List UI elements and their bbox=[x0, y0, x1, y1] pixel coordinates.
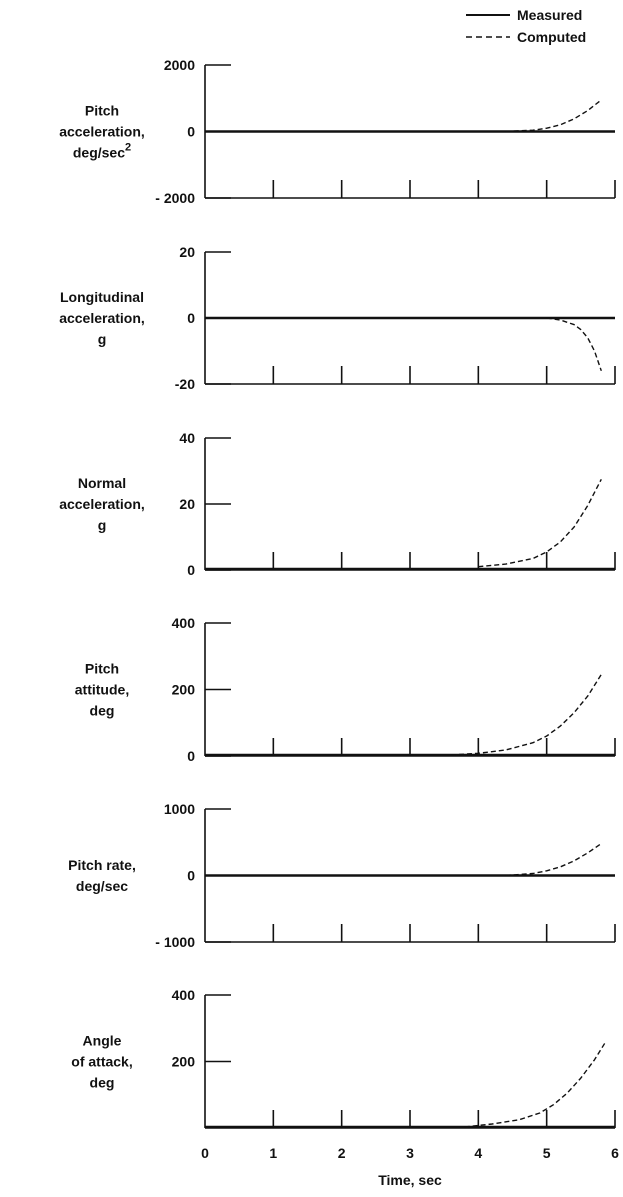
series-computed bbox=[505, 99, 602, 133]
y-axis-label-line: g bbox=[98, 517, 107, 533]
y-axis-label-line: Normal bbox=[78, 475, 126, 491]
y-axis-label-line: Pitch bbox=[85, 661, 119, 677]
panel-3: 40 20 0 Normal acceleration, g bbox=[59, 430, 616, 578]
x-axis-label: Time, sec bbox=[378, 1172, 442, 1188]
panel-5: 1000 0 - 1000 Pitch rate, deg/sec bbox=[68, 801, 616, 950]
y-tick-label: 200 bbox=[172, 682, 196, 698]
y-axis-label-line: acceleration, bbox=[59, 496, 145, 512]
y-axis-label-line: Pitch bbox=[85, 103, 119, 119]
x-axis: 0 1 2 3 4 5 6 Time, sec bbox=[201, 1145, 619, 1188]
panel-4: 400 200 0 Pitch attitude, deg bbox=[75, 615, 616, 764]
series-computed bbox=[546, 317, 602, 372]
series-computed bbox=[450, 674, 602, 756]
y-axis-label-line: deg/sec bbox=[76, 878, 128, 894]
y-axis-label-line: Longitudinal bbox=[60, 289, 144, 305]
x-tick-label: 2 bbox=[338, 1145, 346, 1161]
y-tick-label: -20 bbox=[175, 376, 195, 392]
y-tick-label: 200 bbox=[172, 1054, 196, 1070]
x-tick-label: 6 bbox=[611, 1145, 619, 1161]
y-tick-label: 40 bbox=[179, 430, 195, 446]
series-computed bbox=[505, 843, 602, 877]
y-axis-label-line: Pitch rate, bbox=[68, 857, 136, 873]
y-axis-label-superscript: 2 bbox=[125, 142, 131, 154]
series-computed bbox=[464, 1042, 606, 1128]
y-axis-label-line: deg bbox=[90, 703, 115, 719]
y-tick-label: 400 bbox=[172, 987, 196, 1003]
y-tick-label: 0 bbox=[187, 868, 195, 884]
y-axis-label-line: acceleration, bbox=[59, 310, 145, 326]
y-tick-label: 0 bbox=[187, 124, 195, 140]
legend-measured-label: Measured bbox=[517, 7, 582, 23]
y-tick-label: 2000 bbox=[164, 57, 195, 73]
y-axis-label-line: g bbox=[98, 331, 107, 347]
y-axis-label-line: Angle bbox=[83, 1033, 122, 1049]
y-tick-label: 20 bbox=[179, 496, 195, 512]
panel-1: 2000 0 - 2000 Pitch acceleration, deg/sec2 bbox=[59, 57, 616, 206]
y-tick-label: 0 bbox=[187, 562, 195, 578]
y-axis-label-line: of attack, bbox=[71, 1054, 132, 1070]
y-axis-label-line: attitude, bbox=[75, 682, 129, 698]
series-computed bbox=[478, 478, 602, 568]
legend-computed-label: Computed bbox=[517, 29, 586, 45]
panel-6: 400 200 Angle of attack, deg bbox=[71, 987, 616, 1129]
y-tick-label: - 1000 bbox=[155, 934, 195, 950]
x-tick-label: 3 bbox=[406, 1145, 414, 1161]
y-axis-label-line: acceleration, bbox=[59, 124, 145, 140]
y-tick-label: 400 bbox=[172, 615, 196, 631]
x-tick-label: 1 bbox=[269, 1145, 277, 1161]
y-tick-label: 20 bbox=[179, 244, 195, 260]
y-tick-label: - 2000 bbox=[155, 190, 195, 206]
legend: Measured Computed bbox=[466, 7, 586, 45]
y-axis-label-line: deg/sec2 bbox=[73, 142, 131, 161]
y-tick-label: 0 bbox=[187, 310, 195, 326]
x-tick-label: 5 bbox=[543, 1145, 551, 1161]
panel-2: 20 0 -20 Longitudinal acceleration, g bbox=[59, 244, 616, 392]
y-tick-label: 1000 bbox=[164, 801, 195, 817]
y-axis-label-line: deg bbox=[90, 1075, 115, 1091]
y-tick-label: 0 bbox=[187, 748, 195, 764]
x-tick-label: 0 bbox=[201, 1145, 209, 1161]
x-tick-label: 4 bbox=[474, 1145, 482, 1161]
